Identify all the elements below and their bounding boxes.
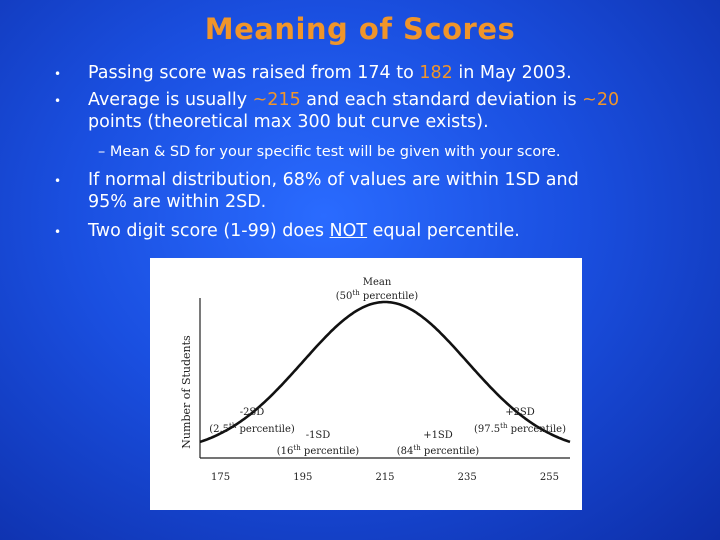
mean-percentile-label: (50th percentile) — [336, 289, 419, 302]
bullet-dot: • — [54, 67, 62, 81]
chart-svg: Number of Students 175 195 215 235 255 Mean … — [180, 277, 571, 483]
x-tick-label: 235 — [458, 472, 477, 483]
bullet-normal-distribution: • If normal distribution, 68% of values … — [54, 169, 579, 213]
mean-label: Mean — [363, 277, 392, 288]
plus-1sd-label: +1SD — [423, 430, 453, 441]
plus-2sd-label: +2SD — [505, 407, 535, 418]
bullet-dot: • — [54, 174, 62, 188]
bullet-text: If normal distribution, 68% of values ar… — [88, 170, 579, 190]
bell-curve-line — [199, 300, 571, 444]
x-tick-label: 175 — [211, 472, 230, 483]
bullet-text: Two digit score (1-99) does — [88, 221, 330, 241]
bullet-dot: • — [54, 94, 62, 108]
normal-distribution-chart: Number of Students 175 195 215 235 255 Mean … — [150, 258, 582, 510]
x-tick-label: 255 — [540, 472, 559, 483]
bullet-text: points (theoretical max 300 but curve ex… — [88, 112, 489, 132]
bullet-text: Passing score was raised from 174 to — [88, 63, 420, 83]
bullet-text: and each standard deviation is — [300, 90, 583, 110]
plus-1sd-percentile-label: (84th percentile) — [397, 444, 480, 457]
slide-title: Meaning of Scores — [204, 12, 516, 46]
bullet-highlight: ~215 — [252, 90, 301, 110]
bullet-two-digit-score: • Two digit score (1-99) does NOT equal … — [54, 220, 520, 242]
sub-bullet-mean-sd: – Mean & SD for your specific test will … — [98, 144, 561, 160]
y-axis-label: Number of Students — [180, 335, 193, 449]
bullet-dot: • — [54, 225, 62, 239]
bullet-highlight: 182 — [419, 63, 453, 83]
bullet-average: • Average is usually ~215 and each stand… — [54, 89, 620, 133]
minus-1sd-label: -1SD — [306, 430, 331, 441]
bullet-highlight: ~20 — [582, 90, 620, 110]
minus-2sd-label: -2SD — [240, 407, 265, 418]
x-tick-label: 195 — [293, 472, 312, 483]
minus-1sd-percentile-label: (16th percentile) — [277, 444, 360, 457]
bullet-passing-score: • Passing score was raised from 174 to 1… — [54, 62, 572, 84]
bullet-text: 95% are within 2SD. — [88, 192, 267, 212]
bullet-text: equal percentile. — [367, 221, 520, 241]
minus-2sd-percentile-label: (2.5th percentile) — [209, 422, 295, 435]
bullet-text: in May 2003. — [452, 63, 572, 83]
x-tick-label: 215 — [375, 472, 394, 483]
x-tick-labels: 175 195 215 235 255 — [211, 472, 559, 483]
plus-2sd-percentile-label: (97.5th percentile) — [474, 422, 566, 435]
bullet-text: Average is usually — [88, 90, 253, 110]
bullet-emphasis: NOT — [329, 221, 368, 241]
